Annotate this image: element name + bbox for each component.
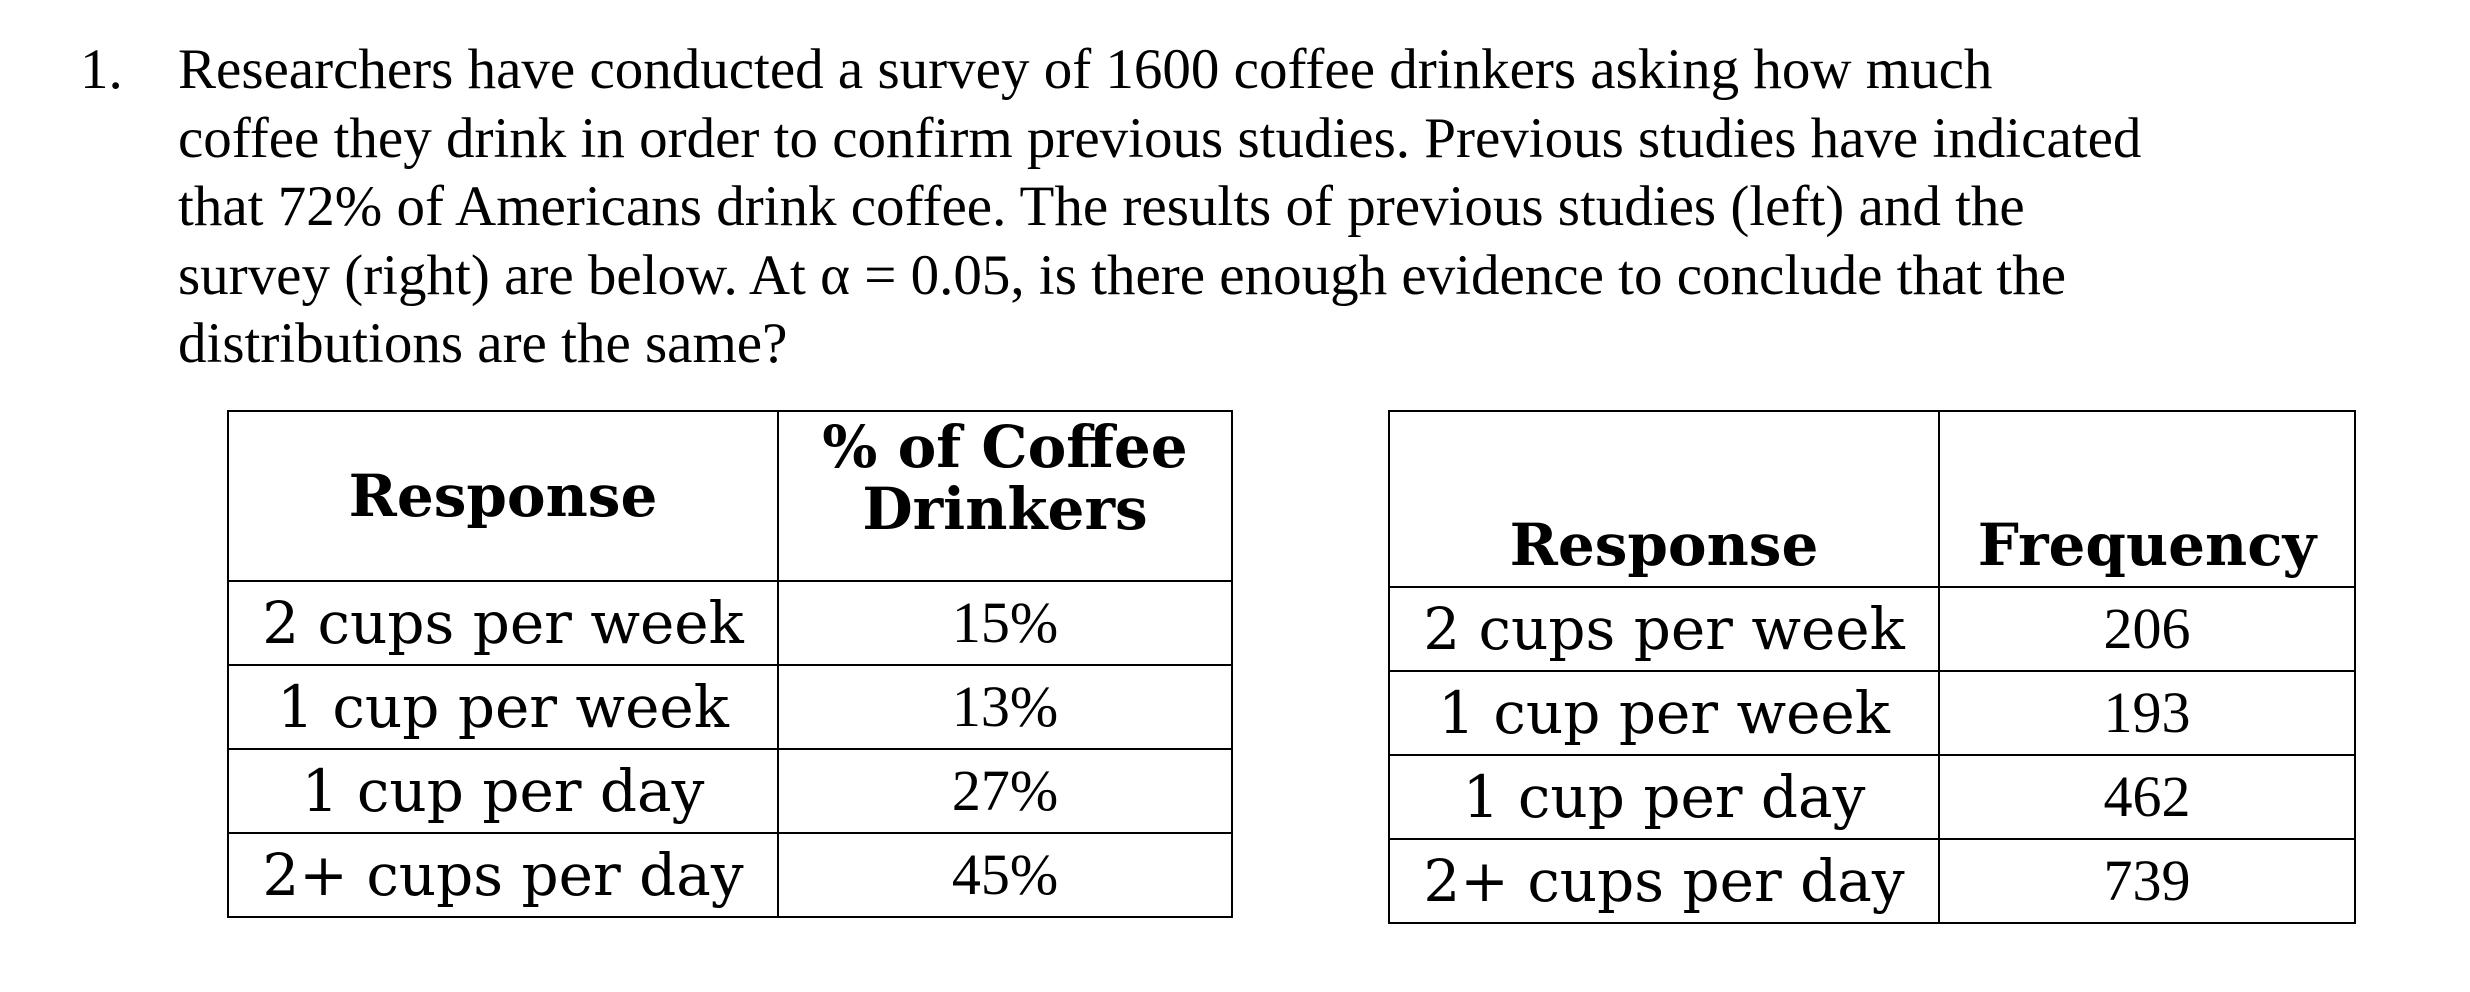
percent-column-header: % of Coffee Drinkers [777,410,1233,582]
percent-cell: 45% [777,832,1233,918]
frequency-cell: 193 [1938,670,2356,756]
table-row: 2+ cups per day 45% [227,832,1233,918]
percent-header-line-2: Drinkers [862,475,1148,543]
table-row: 2 cups per week 206 [1388,586,2356,672]
response-cell: 2 cups per week [1388,586,1940,672]
table-row: 1 cup per week 13% [227,664,1233,750]
previous-studies-table: Response % of Coffee Drinkers 2 cups per… [227,410,1233,918]
response-cell: 1 cup per day [227,748,779,834]
response-cell: 1 cup per day [1388,754,1940,840]
table-header-row: Response Frequency [1388,410,2356,588]
survey-results-table: Response Frequency 2 cups per week 206 1… [1388,410,2356,924]
question-line: that 72% of Americans drink coffee. The … [178,175,2025,238]
table-header-row: Response % of Coffee Drinkers [227,410,1233,582]
frequency-cell: 462 [1938,754,2356,840]
frequency-column-header: Frequency [1938,410,2356,588]
question-line: survey (right) are below. At α = 0.05, i… [178,243,2067,307]
response-column-header: Response [1388,410,1940,588]
response-cell: 1 cup per week [1388,670,1940,756]
table-row: 1 cup per day 462 [1388,754,2356,840]
question-line: distributions are the same? [178,312,788,375]
frequency-cell: 739 [1938,838,2356,924]
response-cell: 2+ cups per day [1388,838,1940,924]
table-row: 2 cups per week 15% [227,580,1233,666]
table-row: 1 cup per week 193 [1388,670,2356,756]
response-column-header: Response [227,410,779,582]
question-number: 1. [80,38,123,101]
percent-cell: 27% [777,748,1233,834]
percent-cell: 13% [777,664,1233,750]
percent-header-line-1: % of Coffee [822,413,1188,481]
table-row: 2+ cups per day 739 [1388,838,2356,924]
response-cell: 2+ cups per day [227,832,779,918]
response-cell: 1 cup per week [227,664,779,750]
question-line: Researchers have conducted a survey of 1… [178,38,1993,101]
response-cell: 2 cups per week [227,580,779,666]
question-text: Researchers have conducted a survey of 1… [178,36,2328,379]
table-row: 1 cup per day 27% [227,748,1233,834]
percent-cell: 15% [777,580,1233,666]
question-line: coffee they drink in order to confirm pr… [178,106,2142,170]
frequency-cell: 206 [1938,586,2356,672]
